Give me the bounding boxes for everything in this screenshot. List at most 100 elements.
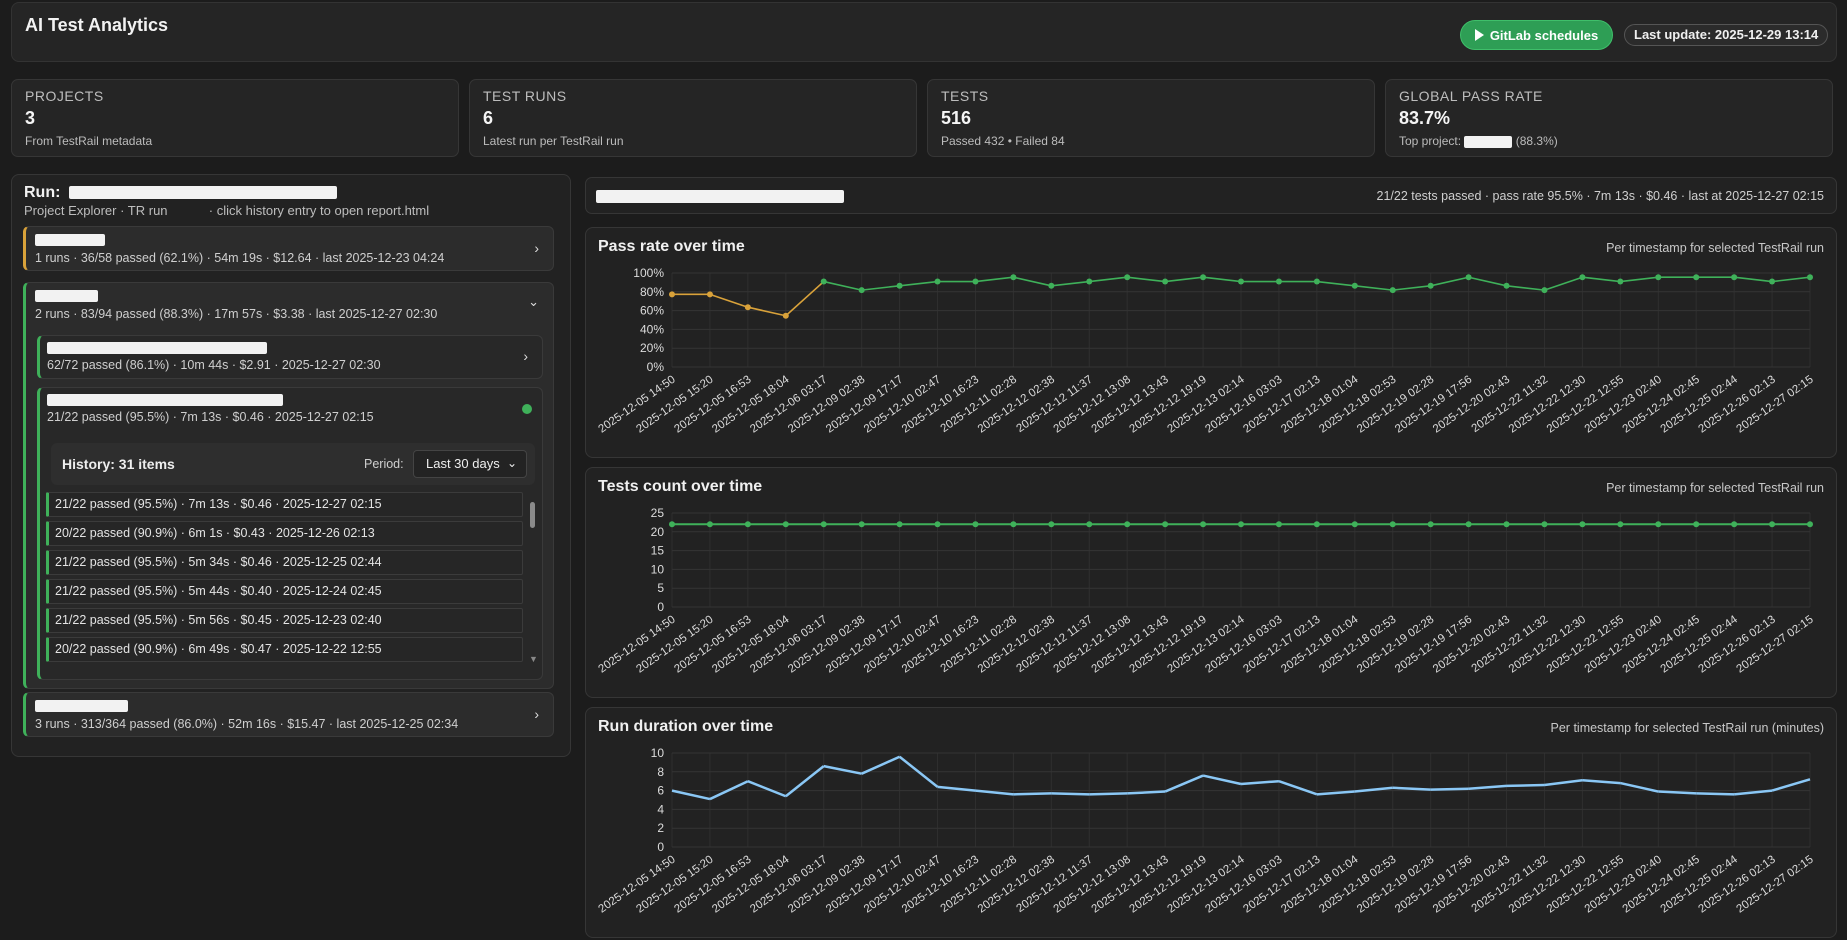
y-tick-label: 100% — [633, 266, 664, 280]
selected-run-summary: 21/22 tests passed · pass rate 95.5% · 7… — [1376, 189, 1825, 203]
data-point — [1351, 521, 1358, 528]
series-segment — [823, 764, 862, 775]
stat-sub: Passed 432 • Failed 84 — [941, 134, 1065, 148]
data-point — [934, 521, 941, 528]
data-point — [1807, 521, 1813, 528]
y-tick-label: 5 — [657, 581, 664, 595]
data-point — [820, 521, 827, 528]
chevron-right-icon[interactable]: › — [534, 706, 539, 722]
chart-note: Per timestamp for selected TestRail run … — [1550, 721, 1824, 735]
series-segment — [1013, 276, 1052, 287]
scroll-down-icon[interactable]: ▼ — [529, 654, 538, 664]
series-segment — [1165, 276, 1204, 283]
series-segment — [1202, 774, 1242, 786]
series-segment — [1051, 280, 1090, 287]
series-segment — [1506, 783, 1545, 788]
history-item[interactable]: 20/22 passed (90.9%) · 6m 1s · $0.43 · 2… — [46, 521, 523, 546]
data-point — [1579, 274, 1586, 281]
y-tick-label: 60% — [640, 304, 664, 318]
data-point — [1617, 278, 1624, 285]
data-point — [744, 521, 751, 528]
series-segment — [1620, 276, 1659, 283]
history-item[interactable]: 20/22 passed (90.9%) · 6m 49s · $0.47 · … — [46, 637, 523, 662]
period-select[interactable]: Last 30 days ⌄ — [413, 450, 527, 478]
stat-label: TESTS — [941, 88, 989, 104]
history-item[interactable]: 21/22 passed (95.5%) · 5m 34s · $0.46 · … — [46, 550, 523, 575]
stat-card-global-pass-rate: GLOBAL PASS RATE 83.7% Top project: (88.… — [1385, 79, 1833, 157]
scrollbar-thumb[interactable] — [530, 502, 535, 528]
y-tick-label: 8 — [657, 765, 664, 779]
redacted-run-name — [596, 190, 844, 203]
series-segment — [1051, 792, 1090, 796]
series-segment — [1544, 276, 1583, 291]
data-point — [1503, 521, 1510, 528]
series-segment — [785, 765, 825, 798]
project-item[interactable]: 3 runs · 313/364 passed (86.0%) · 52m 16… — [23, 692, 554, 737]
series-segment — [861, 284, 900, 291]
run-duration-chart: Run duration over time Per timestamp for… — [585, 707, 1837, 938]
redacted-project-name — [1464, 135, 1513, 148]
y-tick-label: 40% — [640, 322, 664, 336]
app-title: AI Test Analytics — [25, 15, 169, 35]
data-point — [1238, 521, 1244, 528]
history-item[interactable]: 21/22 passed (95.5%) · 5m 56s · $0.45 · … — [46, 608, 523, 633]
data-point — [820, 278, 827, 285]
data-point — [1389, 521, 1396, 528]
series-segment — [747, 780, 787, 798]
data-point — [1048, 521, 1055, 528]
series-segment — [709, 293, 749, 308]
chart-note: Per timestamp for selected TestRail run — [1606, 481, 1824, 495]
stat-label: GLOBAL PASS RATE — [1399, 88, 1543, 104]
gitlab-schedules-button[interactable]: GitLab schedules — [1460, 20, 1613, 50]
data-point — [1313, 278, 1320, 285]
stat-card-projects: PROJECTS 3 From TestRail metadata — [11, 79, 459, 157]
data-point — [1769, 521, 1776, 528]
history-item[interactable]: 21/22 passed (95.5%) · 5m 44s · $0.40 · … — [46, 579, 523, 604]
data-point — [972, 278, 979, 285]
run-explorer-panel: Run: Project Explorer · TR run · click h… — [11, 174, 571, 757]
run-title-prefix: Run: — [24, 184, 61, 201]
chevron-right-icon[interactable]: › — [534, 240, 539, 256]
data-point — [1124, 274, 1131, 281]
history-header: History: 31 items Period: Last 30 days ⌄ — [51, 443, 535, 485]
period-label: Period: — [364, 457, 404, 471]
y-tick-label: 25 — [651, 506, 665, 520]
y-tick-label: 0% — [647, 360, 665, 374]
series-segment — [1278, 780, 1318, 796]
series-segment — [1582, 276, 1621, 283]
series-segment — [898, 755, 939, 788]
data-point — [1693, 274, 1700, 281]
series-segment — [1316, 280, 1355, 287]
series-segment — [671, 789, 711, 801]
series-segment — [1734, 789, 1773, 796]
chevron-right-icon[interactable]: › — [523, 348, 528, 364]
data-point — [1313, 521, 1320, 528]
series-segment — [1620, 781, 1659, 793]
run-subtitle-b: · click history entry to open report.htm… — [208, 203, 430, 218]
history-item[interactable]: 21/22 passed (95.5%) · 7m 13s · $0.46 · … — [46, 492, 523, 517]
stat-sub: From TestRail metadata — [25, 134, 153, 148]
top-project-prefix: Top project: — [1399, 134, 1462, 148]
data-point — [1086, 278, 1093, 285]
redacted-run-name — [68, 186, 337, 200]
run-item-selected[interactable]: 21/22 passed (95.5%) · 7m 13s · $0.46 · … — [37, 387, 543, 680]
pass-rate-plot[interactable]: 0%20%40%60%80%100%2025-12-05 14:502025-1… — [586, 228, 1838, 459]
y-tick-label: 0 — [657, 600, 664, 614]
chart-note: Per timestamp for selected TestRail run — [1606, 241, 1824, 255]
data-point — [858, 521, 865, 528]
chevron-down-icon[interactable]: ⌄ — [528, 294, 539, 309]
stat-sub: Top project: (88.3%) — [1399, 134, 1819, 148]
data-point — [1275, 521, 1282, 528]
data-point — [1465, 521, 1472, 528]
play-icon — [1474, 29, 1484, 41]
stat-card-tests: TESTS 516 Passed 432 • Failed 84 — [927, 79, 1375, 157]
series-segment — [1089, 792, 1128, 796]
data-point — [782, 521, 789, 528]
project-item[interactable]: 1 runs · 36/58 passed (62.1%) · 54m 19s … — [23, 226, 554, 271]
run-item[interactable]: 62/72 passed (86.1%) · 10m 44s · $2.91 ·… — [37, 335, 543, 379]
stat-card-test-runs: TEST RUNS 6 Latest run per TestRail run — [469, 79, 917, 157]
data-point — [1048, 282, 1055, 289]
